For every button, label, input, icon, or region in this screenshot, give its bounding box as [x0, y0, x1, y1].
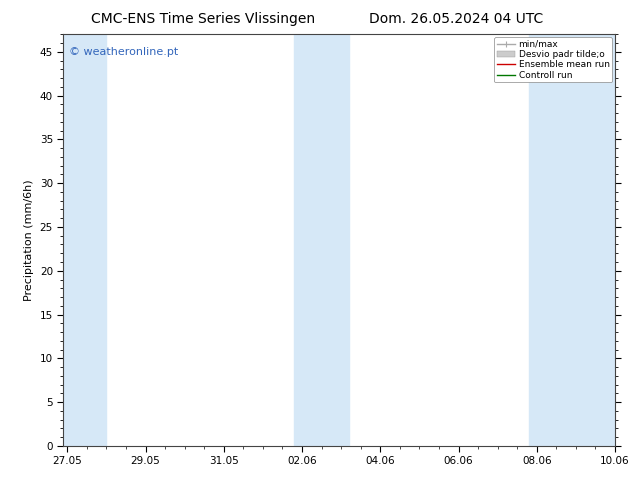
- Bar: [294, 34, 349, 446]
- Text: © weatheronline.pt: © weatheronline.pt: [69, 47, 178, 57]
- Text: Dom. 26.05.2024 04 UTC: Dom. 26.05.2024 04 UTC: [370, 12, 543, 26]
- Bar: [529, 34, 619, 446]
- Y-axis label: Precipitation (mm/6h): Precipitation (mm/6h): [24, 179, 34, 301]
- Bar: [63, 34, 107, 446]
- Legend: min/max, Desvio padr tilde;o, Ensemble mean run, Controll run: min/max, Desvio padr tilde;o, Ensemble m…: [494, 37, 612, 82]
- Text: CMC-ENS Time Series Vlissingen: CMC-ENS Time Series Vlissingen: [91, 12, 315, 26]
